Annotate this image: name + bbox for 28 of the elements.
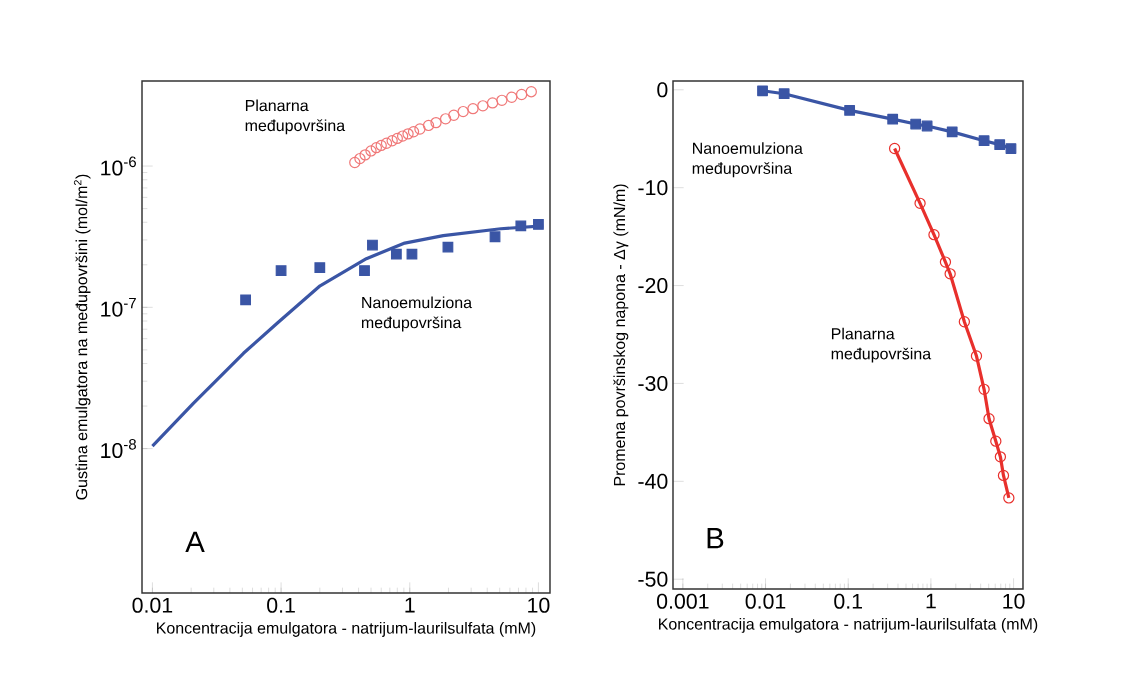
y-tick-label: -50 bbox=[638, 571, 668, 587]
y-tick-label: -40 bbox=[638, 473, 668, 489]
series-label: Nanoemulziona međupovršina bbox=[361, 296, 473, 332]
x-axis-title: Koncentracija emulgatora - natrijum-laurilsulfata (mM) bbox=[659, 617, 1038, 633]
x-tick-label: 0.001 bbox=[657, 593, 709, 609]
y-tick-label: 0 bbox=[657, 82, 668, 98]
x-tick-label: 1 bbox=[405, 597, 415, 613]
y-axis-title: Promena površinskog napona - Δγ (mN/m) bbox=[613, 184, 629, 486]
x-tick-label: 0.1 bbox=[267, 597, 295, 613]
x-tick-label: 0.01 bbox=[745, 593, 786, 609]
x-tick-label: 10 bbox=[528, 597, 550, 613]
y-tick-label: -30 bbox=[638, 375, 668, 391]
x-tick-label: 10 bbox=[1003, 593, 1025, 609]
y-tick-label: 10$^{-6}$ bbox=[101, 156, 136, 176]
x-tick-label: 0.1 bbox=[834, 593, 862, 609]
annotation: B bbox=[707, 528, 724, 549]
y-tick-label: 10$^{-8}$ bbox=[101, 439, 136, 459]
text: Nanoemulziona međupovršina bbox=[692, 142, 803, 178]
series-label: Planarna međupovršina bbox=[245, 99, 346, 135]
annotation: A bbox=[185, 531, 205, 552]
y-tick-label: -20 bbox=[638, 278, 668, 294]
y-axis-title: Gustina emulgatora na međupovršini (mol/m$^{2}$) bbox=[73, 174, 91, 500]
series-label: Planarna međupovršina bbox=[831, 327, 932, 363]
y-tick-label: 10$^{-7}$ bbox=[101, 297, 136, 317]
x-axis-title: Koncentracija emulgatora - natrijum-laurilsulfata (mM) bbox=[157, 621, 536, 637]
y-tick-label: -10 bbox=[638, 180, 668, 196]
x-tick-label: 0.01 bbox=[132, 597, 173, 613]
x-tick-label: 1 bbox=[926, 593, 936, 609]
